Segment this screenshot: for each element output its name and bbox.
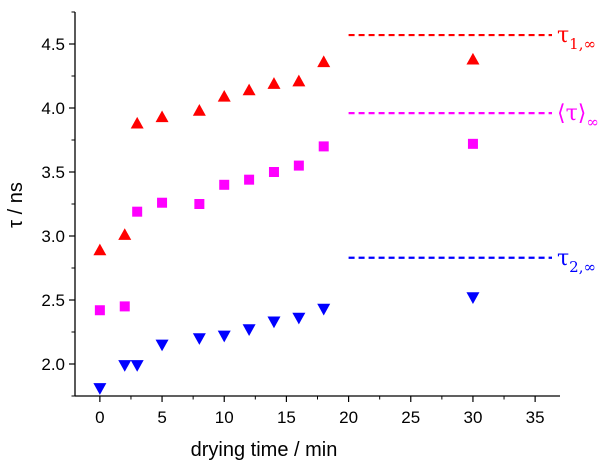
- y-tick-label: 3.5: [41, 163, 65, 182]
- data-point: [217, 89, 231, 102]
- reference-labels: τ1,∞⟨τ⟩∞τ2,∞: [557, 23, 599, 276]
- data-point: [118, 228, 132, 240]
- plot-frame: [74, 12, 560, 397]
- tau-avg-inf-label: ⟨τ⟩∞: [557, 101, 599, 131]
- x-tick-label: 35: [526, 408, 545, 427]
- data-points: [93, 52, 480, 395]
- data-point: [132, 206, 143, 217]
- series-0: [93, 52, 480, 256]
- tau2-inf-label-sub: 2,∞: [569, 258, 596, 276]
- tau-avg-inf-label-sub: ∞: [586, 113, 599, 131]
- data-point: [242, 324, 256, 336]
- data-point: [155, 110, 169, 123]
- data-point: [219, 179, 230, 190]
- series-2: [93, 292, 480, 395]
- y-tick-label: 4.5: [41, 35, 65, 54]
- data-point: [466, 292, 480, 304]
- y-tick-label: 4.0: [41, 99, 65, 118]
- tau1-inf-label-sub: 1,∞: [569, 35, 596, 53]
- data-point: [217, 330, 231, 343]
- data-point: [93, 383, 107, 395]
- data-point: [267, 316, 281, 329]
- series-1: [94, 138, 478, 316]
- x-tick-label: 0: [95, 408, 104, 427]
- y-tick-label: 3.0: [41, 227, 65, 246]
- axis-ticks: 0 5 10 15 20 25 30 35 2.0 2.5 3.0 3.5 4.0 4.5: [41, 11, 545, 427]
- y-tick-label: 2.0: [41, 355, 65, 374]
- data-point: [242, 83, 256, 96]
- data-point: [318, 141, 329, 152]
- data-point: [267, 77, 281, 89]
- data-point: [194, 199, 205, 209]
- x-tick-label: 5: [157, 408, 166, 427]
- data-point: [268, 167, 279, 177]
- data-point: [192, 333, 206, 345]
- data-point: [93, 243, 107, 256]
- data-point: [292, 312, 306, 325]
- data-point: [317, 303, 331, 316]
- tau1-inf-label-main: τ: [557, 23, 569, 48]
- data-point: [157, 197, 168, 208]
- x-tick-label: 30: [463, 408, 482, 427]
- data-point: [94, 305, 105, 316]
- x-tick-label: 10: [215, 408, 234, 427]
- x-tick-label: 20: [339, 408, 358, 427]
- x-tick-label: 25: [401, 408, 420, 427]
- x-tick-label: 15: [277, 408, 296, 427]
- y-axis-label: τ / ns: [5, 182, 27, 228]
- y-tick-label: 2.5: [41, 291, 65, 310]
- tau-avg-inf-label-main: ⟨τ⟩: [557, 101, 586, 126]
- data-point: [130, 116, 144, 129]
- data-point: [155, 339, 169, 352]
- data-point: [130, 360, 144, 372]
- data-point: [119, 301, 130, 312]
- data-point: [292, 74, 306, 87]
- data-point: [317, 55, 331, 68]
- data-point: [293, 160, 304, 171]
- reference-lines: [348, 33, 552, 259]
- tau1-inf-label: τ1,∞: [557, 23, 596, 53]
- data-point: [466, 52, 480, 65]
- data-point: [118, 360, 132, 372]
- tau2-inf-label: τ2,∞: [557, 246, 596, 276]
- tau2-inf-label-main: τ: [557, 246, 569, 271]
- data-point: [244, 174, 255, 185]
- x-axis-label: drying time / min: [191, 439, 338, 461]
- data-point: [467, 138, 478, 149]
- data-point: [192, 104, 206, 116]
